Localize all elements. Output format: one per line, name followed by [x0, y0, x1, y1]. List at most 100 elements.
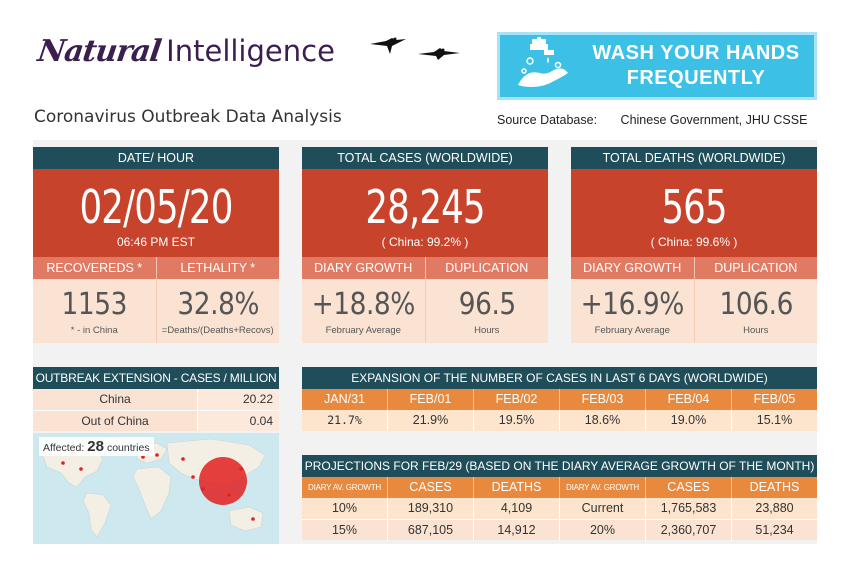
affected-unit: countries: [106, 442, 150, 454]
lethality-value: 32.8%: [176, 287, 259, 322]
cases-growth-value: +18.8%: [311, 287, 416, 322]
expansion-header-cell: FEB/01: [388, 389, 474, 410]
projections-cell: 10%: [302, 498, 388, 519]
date-panel-main: 02/05/20 06:46 PM EST: [33, 169, 279, 257]
expansion-value-cell: 21.7%: [302, 410, 388, 431]
page-title: Coronavirus Outbreak Data Analysis: [34, 107, 342, 127]
total-deaths-value: 565: [661, 180, 727, 234]
expansion-header-cell: JAN/31: [302, 389, 388, 410]
recovereds-label: RECOVEREDS *: [33, 257, 157, 279]
cases-duplication-value: 96.5: [458, 287, 516, 322]
projections-header-cell: CASES: [388, 477, 474, 498]
cases-duplication-label: DUPLICATION: [445, 261, 529, 275]
extension-row-out-of-china: Out of China 0.04: [33, 410, 279, 431]
lethality-label: LETHALITY *: [180, 261, 256, 275]
expansion-header-cell: FEB/02: [474, 389, 560, 410]
extension-name: China: [33, 389, 197, 410]
extension-title: OUTBREAK EXTENSION - CASES / MILLION: [33, 367, 279, 389]
projections-cell: 2,360,707: [646, 520, 732, 540]
cases-growth-note: February Average: [325, 325, 401, 336]
cases-panel-sublabels: DIARY GROWTH DUPLICATION: [302, 257, 548, 279]
extension-row-china: China 20.22: [33, 389, 279, 410]
source-label: Source Database:: [497, 113, 598, 127]
wash-hands-banner: WASH YOUR HANDS FREQUENTLY: [497, 32, 817, 100]
expansion-header-cell: FEB/04: [646, 389, 732, 410]
time-value: 06:46 PM EST: [116, 235, 196, 249]
date-panel-title: DATE/ HOUR: [33, 147, 279, 169]
cases-growth-cell: +18.8% February Average: [302, 279, 426, 343]
deaths-panel-title: TOTAL DEATHS (WORLDWIDE): [571, 147, 817, 169]
projections-header-row: DIARY AV. GROWTH CASES DEATHS DIARY AV. …: [302, 477, 817, 498]
projections-cell: 51,234: [732, 520, 817, 540]
expansion-value-cell: 21.9%: [388, 410, 474, 431]
cases-duplication-note: Hours: [474, 325, 500, 336]
deaths-panel-values: +16.9% February Average 106.6 Hours: [571, 279, 817, 343]
projections-row: 15% 687,105 14,912 20% 2,360,707 51,234: [302, 519, 817, 540]
expansion-header-row: JAN/31 FEB/01 FEB/02 FEB/03 FEB/04 FEB/0…: [302, 389, 817, 410]
deaths-china-share: ( China: 99.6% ): [650, 235, 738, 249]
cases-growth-label: DIARY GROWTH: [302, 257, 426, 279]
projections-cell: 687,105: [388, 520, 474, 540]
deaths-panel-sublabels: DIARY GROWTH DUPLICATION: [571, 257, 817, 279]
projections-cell: 1,765,583: [646, 498, 732, 519]
deaths-duplication-label: DUPLICATION: [714, 261, 798, 275]
hand-washing-icon: [518, 37, 568, 87]
projections-row: 10% 189,310 4,109 Current 1,765,583 23,8…: [302, 498, 817, 519]
flying-birds-icon: [370, 37, 460, 60]
projections-header-cell: DEATHS: [732, 477, 817, 498]
affected-label: Affected:: [43, 442, 85, 454]
expansion-table: EXPANSION OF THE NUMBER OF CASES IN LAST…: [302, 367, 817, 431]
projections-table: PROJECTIONS FOR FEB/29 (BASED ON THE DIA…: [302, 455, 817, 540]
extension-name: Out of China: [33, 411, 197, 431]
recovereds-cell: 1153 * - in China: [33, 279, 157, 343]
logo-text: Intelligence: [166, 34, 335, 68]
cases-panel-title: TOTAL CASES (WORLDWIDE): [302, 147, 548, 169]
banner-line-1: WASH YOUR HANDS: [592, 42, 800, 64]
extension-value: 20.22: [197, 389, 279, 410]
projections-cell: 189,310: [388, 498, 474, 519]
source-info: Source Database: Chinese Government, JHU…: [497, 113, 807, 127]
date-panel-sublabels: RECOVEREDS * LETHALITY *: [33, 257, 279, 279]
wash-hands-text: WASH YOUR HANDS FREQUENTLY: [578, 41, 814, 91]
logo-script-text: Natural: [35, 34, 163, 69]
date-panel-values: 1153 * - in China 32.8% =Deaths/(Deaths+…: [33, 279, 279, 343]
deaths-growth-note: February Average: [594, 325, 670, 336]
deaths-duplication-note: Hours: [743, 325, 769, 336]
outbreak-extension-panel: OUTBREAK EXTENSION - CASES / MILLION Chi…: [33, 367, 279, 431]
projections-header-cell: DEATHS: [474, 477, 560, 498]
cases-china-share: ( China: 99.2% ): [381, 235, 469, 249]
expansion-value-cell: 19.5%: [474, 410, 560, 431]
expansion-header-cell: FEB/03: [560, 389, 646, 410]
deaths-panel-main: 565 ( China: 99.6% ): [571, 169, 817, 257]
projections-header-cell: DIARY AV. GROWTH: [560, 477, 646, 498]
cases-panel-main: 28,245 ( China: 99.2% ): [302, 169, 548, 257]
projections-cell: 4,109: [474, 498, 560, 519]
deaths-duplication-value: 106.6: [719, 287, 793, 322]
projections-cell: 14,912: [474, 520, 560, 540]
affected-count: 28: [87, 438, 104, 455]
expansion-value-cell: 19.0%: [646, 410, 732, 431]
expansion-value-cell: 15.1%: [732, 410, 817, 431]
source-value: Chinese Government, JHU CSSE: [620, 113, 808, 127]
date-panel: DATE/ HOUR 02/05/20 06:46 PM EST RECOVER…: [33, 147, 279, 343]
expansion-title: EXPANSION OF THE NUMBER OF CASES IN LAST…: [302, 367, 817, 389]
projections-title: PROJECTIONS FOR FEB/29 (BASED ON THE DIA…: [302, 455, 817, 477]
projections-cell: Current: [560, 498, 646, 519]
deaths-growth-value: +16.9%: [580, 287, 685, 322]
logo: Natural Intelligence: [35, 34, 335, 78]
projections-cell: 20%: [560, 520, 646, 540]
recovereds-note: * - in China: [70, 325, 118, 336]
expansion-value-row: 21.7% 21.9% 19.5% 18.6% 19.0% 15.1%: [302, 410, 817, 431]
projections-header-cell: DIARY AV. GROWTH: [302, 477, 388, 498]
expansion-header-cell: FEB/05: [732, 389, 817, 410]
deaths-growth-cell: +16.9% February Average: [571, 279, 695, 343]
expansion-value-cell: 18.6%: [560, 410, 646, 431]
deaths-panel: TOTAL DEATHS (WORLDWIDE) 565 ( China: 99…: [571, 147, 817, 343]
date-value: 02/05/20: [79, 180, 234, 234]
lethality-note: =Deaths/(Deaths+Recovs): [161, 325, 274, 336]
world-map: Affected: 28 countries: [33, 433, 279, 544]
extension-value: 0.04: [197, 411, 279, 431]
total-cases-value: 28,245: [365, 180, 485, 234]
projections-cell: 23,880: [732, 498, 817, 519]
projections-header-cell: CASES: [646, 477, 732, 498]
